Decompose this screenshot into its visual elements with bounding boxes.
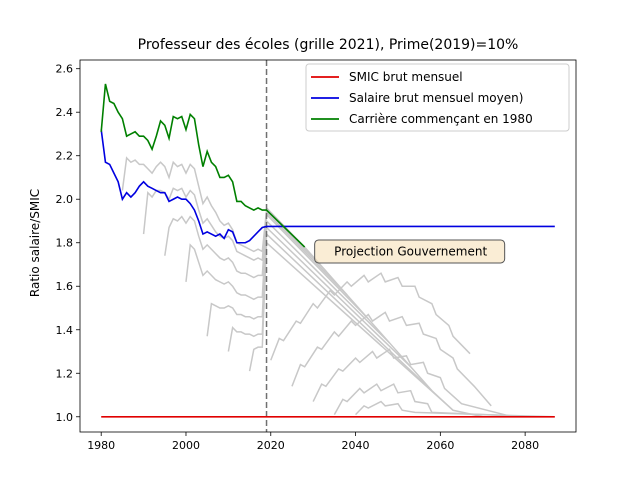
background-career-line-3 bbox=[164, 212, 369, 320]
y-tick-label-1.4: 1.4 bbox=[56, 324, 74, 337]
background-career-line-5 bbox=[206, 225, 412, 368]
background-career-line-1 bbox=[121, 156, 327, 272]
y-axis-label: Ratio salaire/SMIC bbox=[28, 189, 42, 297]
x-tick-label-2000: 2000 bbox=[172, 439, 200, 452]
x-tick-label-2060: 2060 bbox=[426, 439, 454, 452]
annotation: Projection Gouvernement bbox=[314, 239, 506, 264]
background-career-line-7 bbox=[248, 241, 454, 411]
y-tick-label-2.6: 2.6 bbox=[56, 63, 74, 76]
y-tick-label-2.4: 2.4 bbox=[56, 106, 74, 119]
y-tick-label-1.6: 1.6 bbox=[56, 280, 74, 293]
background-career-line-12 bbox=[355, 400, 555, 418]
plot-area bbox=[100, 60, 555, 432]
background-career-line-8 bbox=[270, 272, 471, 361]
legend-box bbox=[305, 63, 570, 132]
x-tick-label-2020: 2020 bbox=[257, 439, 285, 452]
x-tick-label-1980: 1980 bbox=[87, 439, 115, 452]
background-career-line-4 bbox=[185, 219, 390, 344]
legend: SMIC brut mensuel Salaire brut mensuel mo… bbox=[305, 63, 570, 132]
legend-label-3: Carrière commençant en 1980 bbox=[349, 112, 533, 126]
axes: 1980 2000 2020 2040 2060 2080 1.0 1.2 1.4 1.6 1.8 2… bbox=[56, 59, 577, 452]
axes-frame bbox=[79, 59, 577, 433]
annotation-box bbox=[314, 239, 506, 264]
x-tick-label-2040: 2040 bbox=[342, 439, 370, 452]
annotation-text: Projection Gouvernement bbox=[334, 244, 487, 258]
legend-label-2: Salaire brut mensuel moyen) bbox=[349, 91, 523, 105]
background-career-line-9 bbox=[291, 311, 492, 407]
background-career-line-11 bbox=[333, 383, 534, 418]
y-tick-label-1.2: 1.2 bbox=[56, 367, 74, 380]
background-career-line-10 bbox=[312, 348, 513, 418]
y-tick-label-1.8: 1.8 bbox=[56, 237, 74, 250]
y-tick-label-2.2: 2.2 bbox=[56, 150, 74, 163]
x-tick-label-2080: 2080 bbox=[511, 439, 539, 452]
career-1980-line bbox=[100, 83, 306, 248]
y-tick-label-2.0: 2.0 bbox=[56, 193, 74, 206]
average-salary-line bbox=[100, 129, 555, 244]
y-tick-label-1.0: 1.0 bbox=[56, 411, 74, 424]
legend-label-1: SMIC brut mensuel bbox=[349, 70, 463, 84]
chart-title: Professeur des écoles (grille 2021), Pri… bbox=[138, 37, 519, 53]
